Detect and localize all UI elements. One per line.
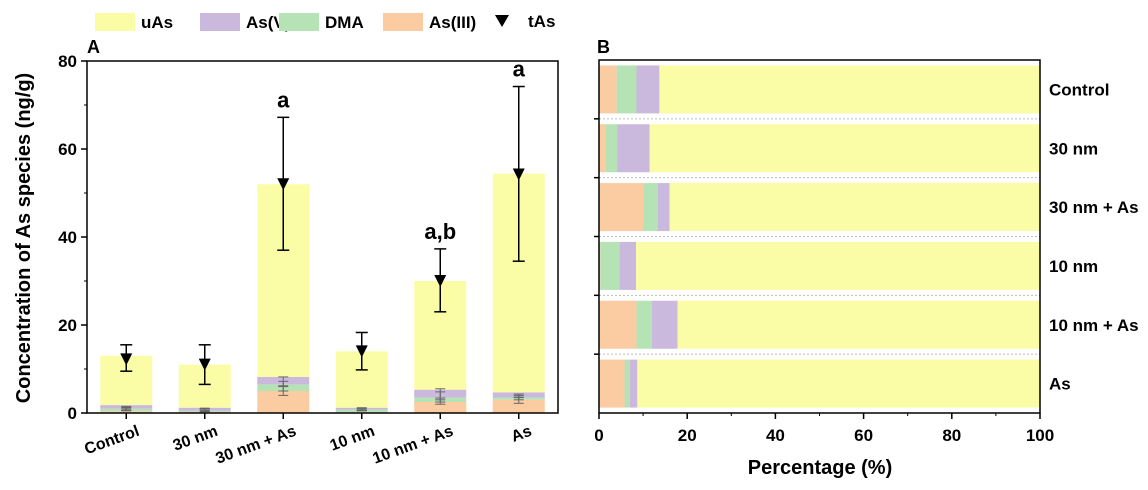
hbar-segment-uas-30-nm-as [669,183,1040,232]
hbar-segment-uas-10-nm-as [677,300,1040,349]
x-tick-label: 100 [1026,426,1054,445]
x-tick-label-30-nm: 30 nm [171,423,220,455]
category-label-10-nm-as: 10 nm + As [1049,316,1139,335]
legend-label-as-iii: As(III) [429,13,476,32]
category-label-30-nm-as: 30 nm + As [1049,198,1139,217]
bar-segment-as-iii-30-nm-as [257,391,310,413]
significance-label-as: a [513,57,526,82]
category-label-as: As [1049,375,1071,394]
y-tick-label: 80 [58,52,77,71]
tas-marker-30-nm [198,358,211,371]
bar-segment-as-iii-control [100,411,153,413]
bar-segment-as-iii-as [492,399,545,413]
legend-swatch-as-iii [383,13,423,31]
hbar-segment-as-v-30-nm-as [657,183,670,232]
hbar-segment-as-iii-control [599,65,617,114]
legend-swatch-dma [279,13,319,31]
hbar-segment-dma-10-nm [600,241,620,290]
hbar-segment-uas-as [637,359,1040,408]
hbar-segment-dma-30-nm-as [643,183,658,232]
hbar-segment-as-v-30-nm [617,124,650,173]
panel-b-label: B [597,37,610,57]
category-label-30-nm: 30 nm [1049,139,1098,158]
panel-a: A Concentration of As species (ng/g) a a,… [13,37,559,468]
hbar-segment-as-iii-30-nm [599,124,606,173]
category-label-control: Control [1049,80,1109,99]
hbar-segment-as-v-10-nm [619,241,637,290]
x-tick-label: 60 [854,426,873,445]
panel-a-bars: a a,b a [100,57,545,413]
panel-b-bars [599,65,1040,408]
tas-marker-control [120,353,133,366]
hbar-segment-uas-10-nm [636,241,1040,290]
x-tick-label-10-nm: 10 nm [328,423,377,455]
hbar-segment-as-iii-as [599,359,625,408]
bar-segment-as-iii-10-nm-as [414,402,467,413]
x-axis-title: Percentage (%) [748,457,893,479]
hbar-segment-dma-10-nm-as [636,300,652,349]
panel-a-label: A [87,37,100,57]
x-tick-label: 40 [766,426,785,445]
x-tick-label: 0 [594,426,603,445]
hbar-segment-as-v-10-nm-as [651,300,678,349]
x-tick-label-control: Control [82,423,141,458]
category-label-10-nm: 10 nm [1049,257,1098,276]
tas-marker-10-nm-as [434,275,447,287]
tas-marker-10-nm [355,345,368,358]
y-tick-label: 0 [68,404,77,423]
tas-marker-as [512,168,525,181]
hbar-segment-as-iii-30-nm-as [599,183,644,232]
legend-swatch-as-v [200,13,240,31]
panel-b: B Control 30 nm 30 nm + As 10 nm 10 nm + As A… [594,37,1139,479]
hbar-segment-as-v-as [629,359,638,408]
hbar-segment-uas-control [659,65,1040,114]
y-tick-label: 40 [58,228,77,247]
x-tick-label-10-nm-as: 10 nm + As [371,423,456,468]
panel-a-frame [86,60,559,414]
x-tick-label-30-nm-as: 30 nm + As [214,423,299,468]
legend: uAs As(V) DMA As(III) tAs [95,12,555,32]
legend-label-uas: uAs [141,13,173,32]
hbar-segment-as-v-control [636,65,660,114]
hbar-segment-uas-30-nm [649,124,1040,173]
legend-label-tas: tAs [528,12,555,31]
panel-b-axes: Control 30 nm 30 nm + As 10 nm 10 nm + As As 0… [594,59,1139,445]
hbar-segment-dma-control [616,65,637,114]
significance-label-10-nm-as: a,b [424,219,456,244]
hbar-segment-dma-as [624,359,630,408]
panel-a-error-bars [120,85,525,413]
y-axis-title: Concentration of As species (ng/g) [13,73,35,403]
y-tick-label: 60 [58,140,77,159]
x-tick-label: 80 [942,426,961,445]
hbar-segment-as-iii-10-nm-as [599,300,637,349]
legend-marker-tas [495,15,509,27]
tas-marker-30-nm-as [277,178,290,191]
legend-label-dma: DMA [325,13,364,32]
x-tick-label: 20 [678,426,697,445]
significance-label-30-nm-as: a [277,87,290,112]
hbar-segment-dma-30-nm [605,124,618,173]
y-tick-label: 20 [58,316,77,335]
x-tick-label-as: As [509,423,534,446]
legend-swatch-uas [95,13,135,31]
